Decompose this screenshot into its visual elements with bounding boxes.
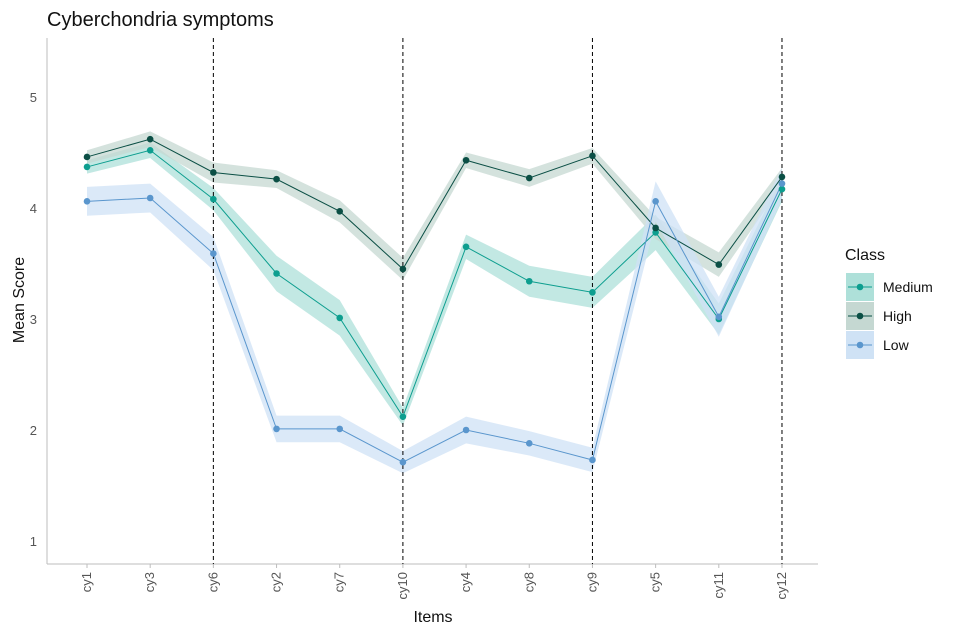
y-tick-label-4: 4 (30, 201, 37, 216)
band-high (87, 131, 782, 281)
point-medium-cy2 (273, 270, 280, 277)
point-medium-cy3 (146, 146, 154, 154)
y-axis-ticks: 1 2 3 4 5 (30, 90, 37, 549)
point-high-cy3 (146, 135, 154, 143)
point-low-cy9 (589, 456, 596, 464)
x-tick-label-cy6: cy6 (205, 572, 220, 592)
line-medium (86, 149, 783, 418)
point-low-cy10 (399, 458, 407, 466)
point-low-cy7 (336, 425, 344, 433)
data-points (83, 135, 786, 466)
point-low-cy11 (715, 313, 723, 321)
y-tick-label-1: 1 (30, 534, 37, 549)
x-tick-label-cy11: cy11 (711, 572, 726, 599)
x-tick-label-cy9: cy9 (584, 572, 599, 592)
point-medium-cy7 (336, 314, 344, 322)
y-tick-label-5: 5 (30, 90, 37, 105)
point-medium-cy1 (83, 163, 91, 171)
legend-label-high: High (883, 308, 912, 324)
y-tick-label-2: 2 (30, 423, 37, 438)
legend-marker-high (856, 312, 864, 320)
x-tick-label-cy8: cy8 (521, 572, 536, 592)
point-high-cy11 (715, 261, 723, 268)
point-low-cy1 (83, 198, 91, 205)
y-tick-label-3: 3 (30, 312, 37, 327)
reference-lines (212, 38, 783, 564)
point-high-cy7 (336, 208, 344, 215)
point-low-cy8 (525, 440, 533, 447)
point-low-cy12 (778, 180, 786, 187)
legend: Class Medium High Low (845, 247, 933, 359)
point-high-cy5 (652, 224, 659, 232)
point-high-cy2 (273, 175, 280, 183)
point-high-cy12 (778, 173, 786, 181)
x-axis-ticks: cy1 cy3 cy6 cy2 cy7 cy10 cy4 cy8 cy9 cy5 cy11 cy12 (79, 564, 789, 599)
point-medium-cy8 (525, 277, 533, 285)
x-tick-label-cy2: cy2 (269, 572, 284, 592)
legend-title: Class (845, 247, 885, 264)
point-medium-cy10 (399, 413, 407, 420)
point-low-cy2 (273, 425, 280, 433)
x-tick-label-cy3: cy3 (142, 572, 157, 592)
point-high-cy8 (525, 174, 533, 182)
confidence-bands (87, 131, 782, 474)
point-high-cy6 (210, 169, 217, 176)
x-tick-label-cy1: cy1 (79, 572, 94, 592)
legend-marker-medium (856, 283, 864, 291)
x-axis-title: Items (413, 609, 452, 626)
point-low-cy6 (210, 250, 217, 257)
legend-marker-low (856, 341, 864, 349)
point-high-cy10 (399, 265, 407, 273)
x-tick-label-cy10: cy10 (395, 572, 410, 599)
x-tick-label-cy12: cy12 (774, 572, 789, 599)
line-high (86, 138, 783, 270)
chart-title: Cyberchondria symptoms (47, 9, 274, 31)
point-low-cy5 (652, 198, 659, 205)
band-medium (87, 142, 782, 426)
x-tick-label-cy4: cy4 (458, 572, 473, 592)
point-high-cy9 (589, 152, 596, 160)
y-axis-title: Mean Score (11, 257, 28, 343)
series-lines (86, 138, 783, 463)
line-low (86, 183, 783, 463)
point-medium-cy9 (589, 289, 596, 296)
point-medium-cy4 (462, 243, 470, 251)
point-low-cy3 (146, 194, 154, 202)
x-tick-label-cy7: cy7 (332, 572, 347, 592)
point-medium-cy12 (778, 185, 786, 193)
x-tick-label-cy5: cy5 (648, 572, 663, 592)
point-medium-cy6 (210, 195, 217, 203)
point-high-cy4 (462, 156, 470, 164)
point-high-cy1 (83, 153, 91, 161)
legend-label-medium: Medium (883, 279, 933, 295)
point-low-cy4 (462, 426, 470, 434)
legend-label-low: Low (883, 337, 910, 353)
